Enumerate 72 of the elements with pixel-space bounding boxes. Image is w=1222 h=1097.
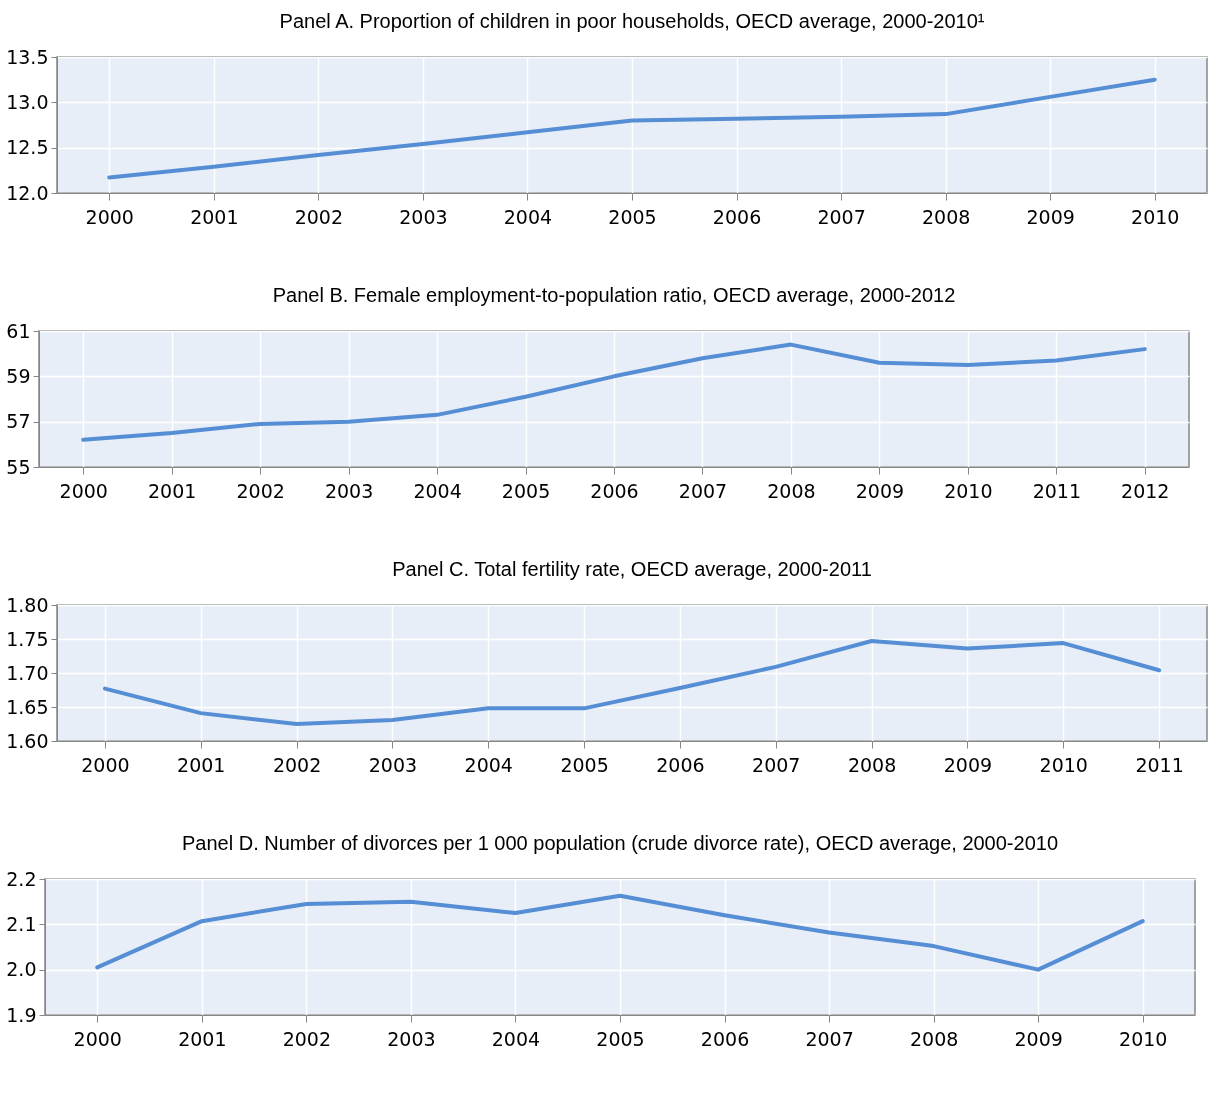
y-tick-label: 57 — [6, 410, 31, 433]
x-tick-label: 2007 — [817, 205, 866, 228]
line-series — [95, 893, 1145, 972]
x-tick-label: 2009 — [1014, 1027, 1063, 1050]
x-tick-label: 2011 — [1032, 479, 1081, 502]
x-tick-label: 2000 — [73, 1027, 122, 1050]
chart-title: Panel C. Total fertility rate, OECD average, 2000-2011 — [392, 558, 872, 580]
y-tick-label: 12.5 — [6, 136, 49, 159]
x-tick-label: 2011 — [1135, 753, 1184, 776]
line-series — [81, 342, 1147, 442]
y-tick-label: 2.0 — [6, 958, 37, 981]
x-tick-label: 2002 — [272, 753, 322, 776]
x-tick-label: 2010 — [1039, 753, 1088, 776]
y-tick-label: 1.60 — [6, 729, 49, 752]
y-tick-label: 13.5 — [6, 45, 49, 68]
x-tick-label: 2010 — [1119, 1027, 1168, 1050]
x-tick-label: 2006 — [656, 753, 705, 776]
y-tick-label: 1.65 — [6, 695, 49, 718]
x-tick-label: 2005 — [608, 205, 657, 228]
x-tick-label: 2001 — [190, 205, 239, 228]
y-tick-label: 1.75 — [6, 627, 49, 650]
x-tick-label: 2009 — [943, 753, 993, 776]
y-tick-label: 1.80 — [6, 593, 49, 616]
y-tick-label: 13.0 — [6, 90, 49, 113]
x-tick-label: 2009 — [1026, 205, 1075, 228]
x-tick-label: 2008 — [847, 753, 897, 776]
x-tick-label: 2005 — [596, 1027, 645, 1050]
x-tick-label: 2010 — [944, 479, 993, 502]
x-tick-label: 2000 — [85, 205, 134, 228]
x-tick-label: 2003 — [399, 205, 448, 228]
x-tick-label: 2003 — [368, 753, 418, 776]
x-tick-label: 2005 — [560, 753, 609, 776]
x-tick-label: 2006 — [590, 479, 639, 502]
x-tick-label: 2001 — [148, 479, 197, 502]
x-tick-label: 2000 — [59, 479, 108, 502]
x-tick-label: 2001 — [177, 753, 226, 776]
x-tick-label: 2004 — [413, 479, 462, 502]
x-tick-label: 2007 — [752, 753, 801, 776]
x-tick-label: 2002 — [282, 1027, 332, 1050]
y-tick-label: 59 — [6, 364, 31, 387]
x-tick-label: 2012 — [1121, 479, 1170, 502]
x-tick-label: 2004 — [503, 205, 553, 228]
x-tick-label: 2002 — [236, 479, 285, 502]
x-tick-label: 2008 — [921, 205, 971, 228]
chart-title: Panel D. Number of divorces per 1 000 population (crude divorce rate), OECD average, 2000-2010 — [181, 832, 1059, 854]
x-tick-label: 2004 — [464, 753, 513, 776]
y-tick-label: 61 — [6, 319, 31, 342]
x-tick-label: 2002 — [294, 205, 344, 228]
y-tick-label: 1.70 — [6, 661, 49, 684]
x-tick-label: 2006 — [700, 1027, 750, 1050]
line-series — [107, 77, 1157, 180]
chart-title: Panel B. Female employment-to-population ratio, OECD average, 2000-2012 — [272, 284, 956, 306]
x-tick-label: 2003 — [387, 1027, 436, 1050]
x-tick-label: 2001 — [178, 1027, 227, 1050]
chart-title: Panel A. Proportion of children in poor households, OECD average, 2000-2010¹ — [279, 10, 985, 32]
x-tick-label: 2007 — [805, 1027, 854, 1050]
y-tick-label: 12.0 — [6, 181, 49, 204]
y-tick-label: 55 — [6, 455, 31, 478]
line-series — [102, 639, 1162, 726]
y-tick-label: 2.1 — [6, 912, 37, 935]
x-tick-label: 2008 — [909, 1027, 959, 1050]
y-tick-label: 2.2 — [6, 867, 37, 890]
x-tick-label: 2010 — [1131, 205, 1180, 228]
x-tick-label: 2005 — [501, 479, 551, 502]
x-tick-label: 2004 — [491, 1027, 541, 1050]
y-tick-label: 1.9 — [6, 1003, 37, 1026]
x-tick-label: 2000 — [81, 753, 130, 776]
x-tick-label: 2008 — [767, 479, 816, 502]
x-tick-label: 2003 — [324, 479, 374, 502]
x-tick-label: 2007 — [678, 479, 728, 502]
x-tick-label: 2009 — [855, 479, 905, 502]
x-tick-label: 2006 — [712, 205, 762, 228]
